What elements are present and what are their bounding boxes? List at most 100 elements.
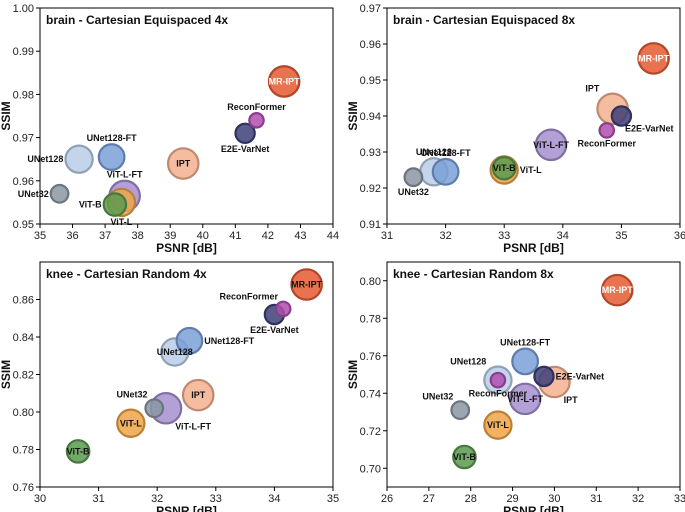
point-label-vit-b: ViT-B	[493, 163, 516, 173]
x-axis-label: PSNR [dB]	[156, 241, 217, 255]
point-label-vit-b: ViT-B	[67, 446, 90, 456]
y-tick-label: 0.95	[360, 75, 381, 87]
point-vit-b	[65, 439, 91, 464]
point-label-ipt: IPT	[585, 84, 600, 94]
point-label-unet128-ft: UNet128-FT	[204, 336, 255, 346]
point-reconformer	[274, 300, 292, 318]
point-label-reconformer: ReconFormer	[577, 139, 636, 149]
point-label-reconformer: ReconFormer	[469, 388, 528, 398]
y-axis-label: SSIM	[0, 360, 13, 389]
point-vit-l-ft	[534, 128, 568, 162]
point-label-vit-l-ft: ViT-L-FT	[507, 394, 543, 404]
point-vit-b	[491, 155, 517, 181]
point-mr-ipt	[267, 65, 301, 98]
point-label-e2e-varnet: E2E-VarNet	[556, 371, 605, 381]
y-axis-label: SSIM	[346, 360, 360, 389]
point-reconformer	[598, 122, 616, 139]
y-tick-label: 0.72	[360, 426, 381, 438]
panel-1: ViT-L-FT IPT MR-IPT UNet128 ViT-L UNet128-FT V…	[0, 3, 339, 255]
point-label-reconformer: ReconFormer	[227, 102, 286, 112]
point-label-unet128-ft: UNet128-FT	[421, 148, 472, 158]
point-label-mr-ipt: MR-IPT	[269, 76, 300, 86]
x-tick-label: 27	[423, 493, 435, 505]
x-tick-label: 33	[210, 493, 222, 505]
panel-3: ViT-L-FT IPT MR-IPT ViT-L UNet128 UNet128-FT V…	[0, 261, 339, 512]
y-tick-label: 0.76	[13, 482, 34, 494]
point-label-vit-l: ViT-L	[487, 420, 509, 430]
point-unet32	[144, 398, 165, 419]
point-label-unet32: UNet32	[116, 389, 147, 399]
point-unet128-ft	[97, 143, 126, 171]
y-tick-label: 0.86	[13, 295, 34, 307]
point-label-ipt: IPT	[176, 159, 191, 169]
x-axis-label: PSNR [dB]	[503, 504, 564, 512]
point-unet128-ft	[431, 157, 460, 186]
point-label-e2e-varnet: E2E-VarNet	[221, 144, 270, 154]
point-label-unet32: UNet32	[18, 189, 49, 199]
x-tick-label: 26	[381, 493, 393, 505]
panel-2: ViT-L-FT IPT MR-IPT UNet128 ViT-L UNet128-FT V…	[346, 3, 685, 255]
point-label-vit-l: ViT-L	[110, 217, 132, 227]
x-tick-label: 38	[132, 230, 144, 242]
y-tick-label: 0.74	[360, 388, 381, 400]
plot-frame	[39, 7, 334, 225]
point-unet128	[64, 144, 94, 174]
point-label-e2e-varnet: E2E-VarNet	[625, 124, 674, 134]
y-tick-label: 0.92	[360, 183, 381, 195]
y-tick-label: 0.97	[13, 133, 34, 145]
point-label-vit-l-ft: ViT-L-FT	[175, 421, 211, 431]
x-tick-label: 32	[151, 493, 163, 505]
x-tick-label: 36	[66, 230, 78, 242]
point-label-vit-l-ft: ViT-L-FT	[107, 170, 143, 180]
plot-frame	[386, 7, 681, 225]
x-tick-label: 33	[498, 230, 510, 242]
y-tick-label: 0.96	[360, 39, 381, 51]
point-unet128-ft	[511, 347, 540, 376]
x-tick-label: 34	[268, 493, 280, 505]
point-label-unet32: UNet32	[422, 391, 453, 401]
y-tick-label: 0.78	[360, 313, 381, 325]
y-tick-label: 0.91	[360, 219, 381, 231]
point-e2e-varnet	[610, 105, 633, 127]
x-tick-label: 32	[439, 230, 451, 242]
point-label-mr-ipt: MR-IPT	[638, 53, 669, 63]
x-tick-label: 39	[164, 230, 176, 242]
point-label-unet128: UNet128	[416, 147, 452, 157]
y-tick-label: 0.99	[13, 46, 34, 58]
point-label-ipt: IPT	[191, 390, 206, 400]
x-tick-label: 35	[327, 493, 339, 505]
y-tick-label: 0.97	[360, 3, 381, 15]
point-e2e-varnet	[533, 365, 555, 388]
point-mr-ipt	[600, 273, 634, 307]
y-tick-label: 0.94	[360, 111, 381, 123]
x-tick-label: 28	[465, 493, 477, 505]
point-unet128-ft	[175, 326, 204, 355]
plot-frame	[386, 261, 681, 488]
y-tick-label: 0.95	[13, 219, 34, 231]
point-label-mr-ipt: MR-IPT	[602, 285, 633, 295]
y-axis-label: SSIM	[346, 101, 360, 130]
x-tick-label: 36	[674, 230, 685, 242]
x-axis-label: PSNR [dB]	[503, 241, 564, 255]
point-label-unet128: UNet128	[450, 357, 486, 367]
point-vit-b	[452, 444, 477, 470]
x-tick-label: 34	[557, 230, 569, 242]
x-tick-label: 32	[632, 493, 644, 505]
point-label-e2e-varnet: E2E-VarNet	[250, 325, 299, 335]
point-vit-b	[102, 192, 128, 217]
y-tick-label: 0.76	[360, 351, 381, 363]
point-vit-l	[116, 408, 146, 438]
panel-title: knee - Cartesian Random 4x	[46, 267, 207, 281]
y-tick-label: 0.70	[360, 463, 381, 475]
x-tick-label: 30	[548, 493, 560, 505]
point-label-ipt: IPT	[564, 395, 579, 405]
x-tick-label: 31	[92, 493, 104, 505]
point-label-unet128-ft: UNet128-FT	[87, 133, 138, 143]
x-tick-label: 43	[294, 230, 306, 242]
point-label-vit-l-ft: ViT-L-FT	[533, 140, 569, 150]
point-ipt	[181, 378, 215, 412]
point-ipt	[166, 147, 200, 180]
point-unet32	[450, 400, 471, 421]
y-tick-label: 0.93	[360, 147, 381, 159]
x-tick-label: 30	[34, 493, 46, 505]
